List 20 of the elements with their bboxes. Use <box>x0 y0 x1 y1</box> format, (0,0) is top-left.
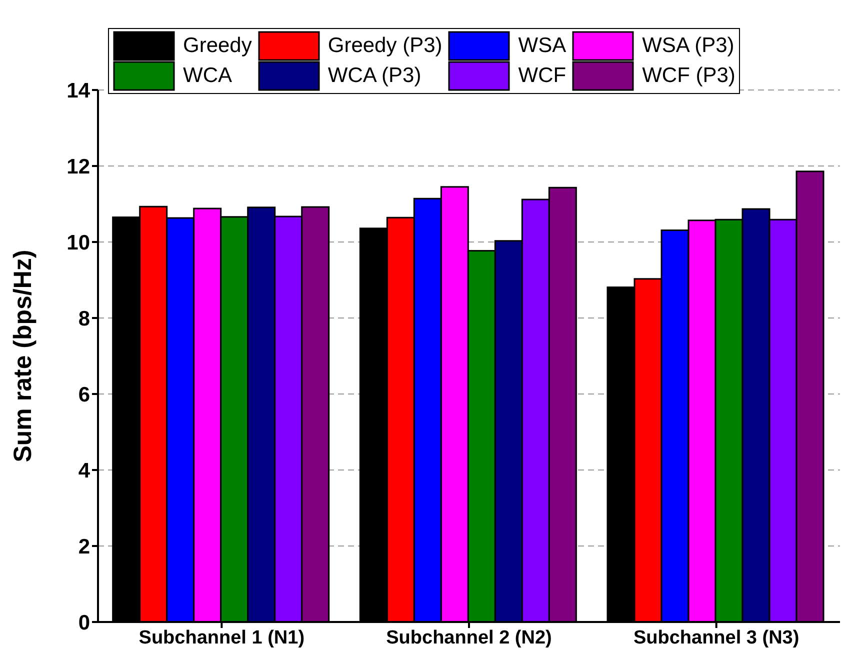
legend-label: WCF (P3) <box>642 64 736 88</box>
y-tick-label: 10 <box>66 231 90 254</box>
y-tick-label: 0 <box>78 611 90 634</box>
x-tick-label: Subchannel 3 (N3) <box>633 627 800 648</box>
y-axis-title: Sum rate (bps/Hz) <box>8 250 37 462</box>
legend-label: Greedy <box>183 34 252 58</box>
y-tick-label: 2 <box>78 535 90 558</box>
y-tick-label: 6 <box>78 383 90 406</box>
y-tick-label: 4 <box>78 459 90 482</box>
legend-label: WSA <box>518 34 566 58</box>
legend-label: WCA <box>183 64 232 88</box>
legend-label: WCA (P3) <box>328 64 422 88</box>
x-tick-label: Subchannel 1 (N1) <box>138 627 305 648</box>
legend-label: WSA (P3) <box>642 34 734 58</box>
y-tick-label: 14 <box>66 79 90 102</box>
x-tick-label: Subchannel 2 (N2) <box>386 627 552 648</box>
legend-label: Greedy (P3) <box>328 34 442 58</box>
legend-label: WCF <box>518 64 566 88</box>
y-tick-label: 12 <box>66 155 90 178</box>
y-tick-label: 8 <box>78 307 90 330</box>
